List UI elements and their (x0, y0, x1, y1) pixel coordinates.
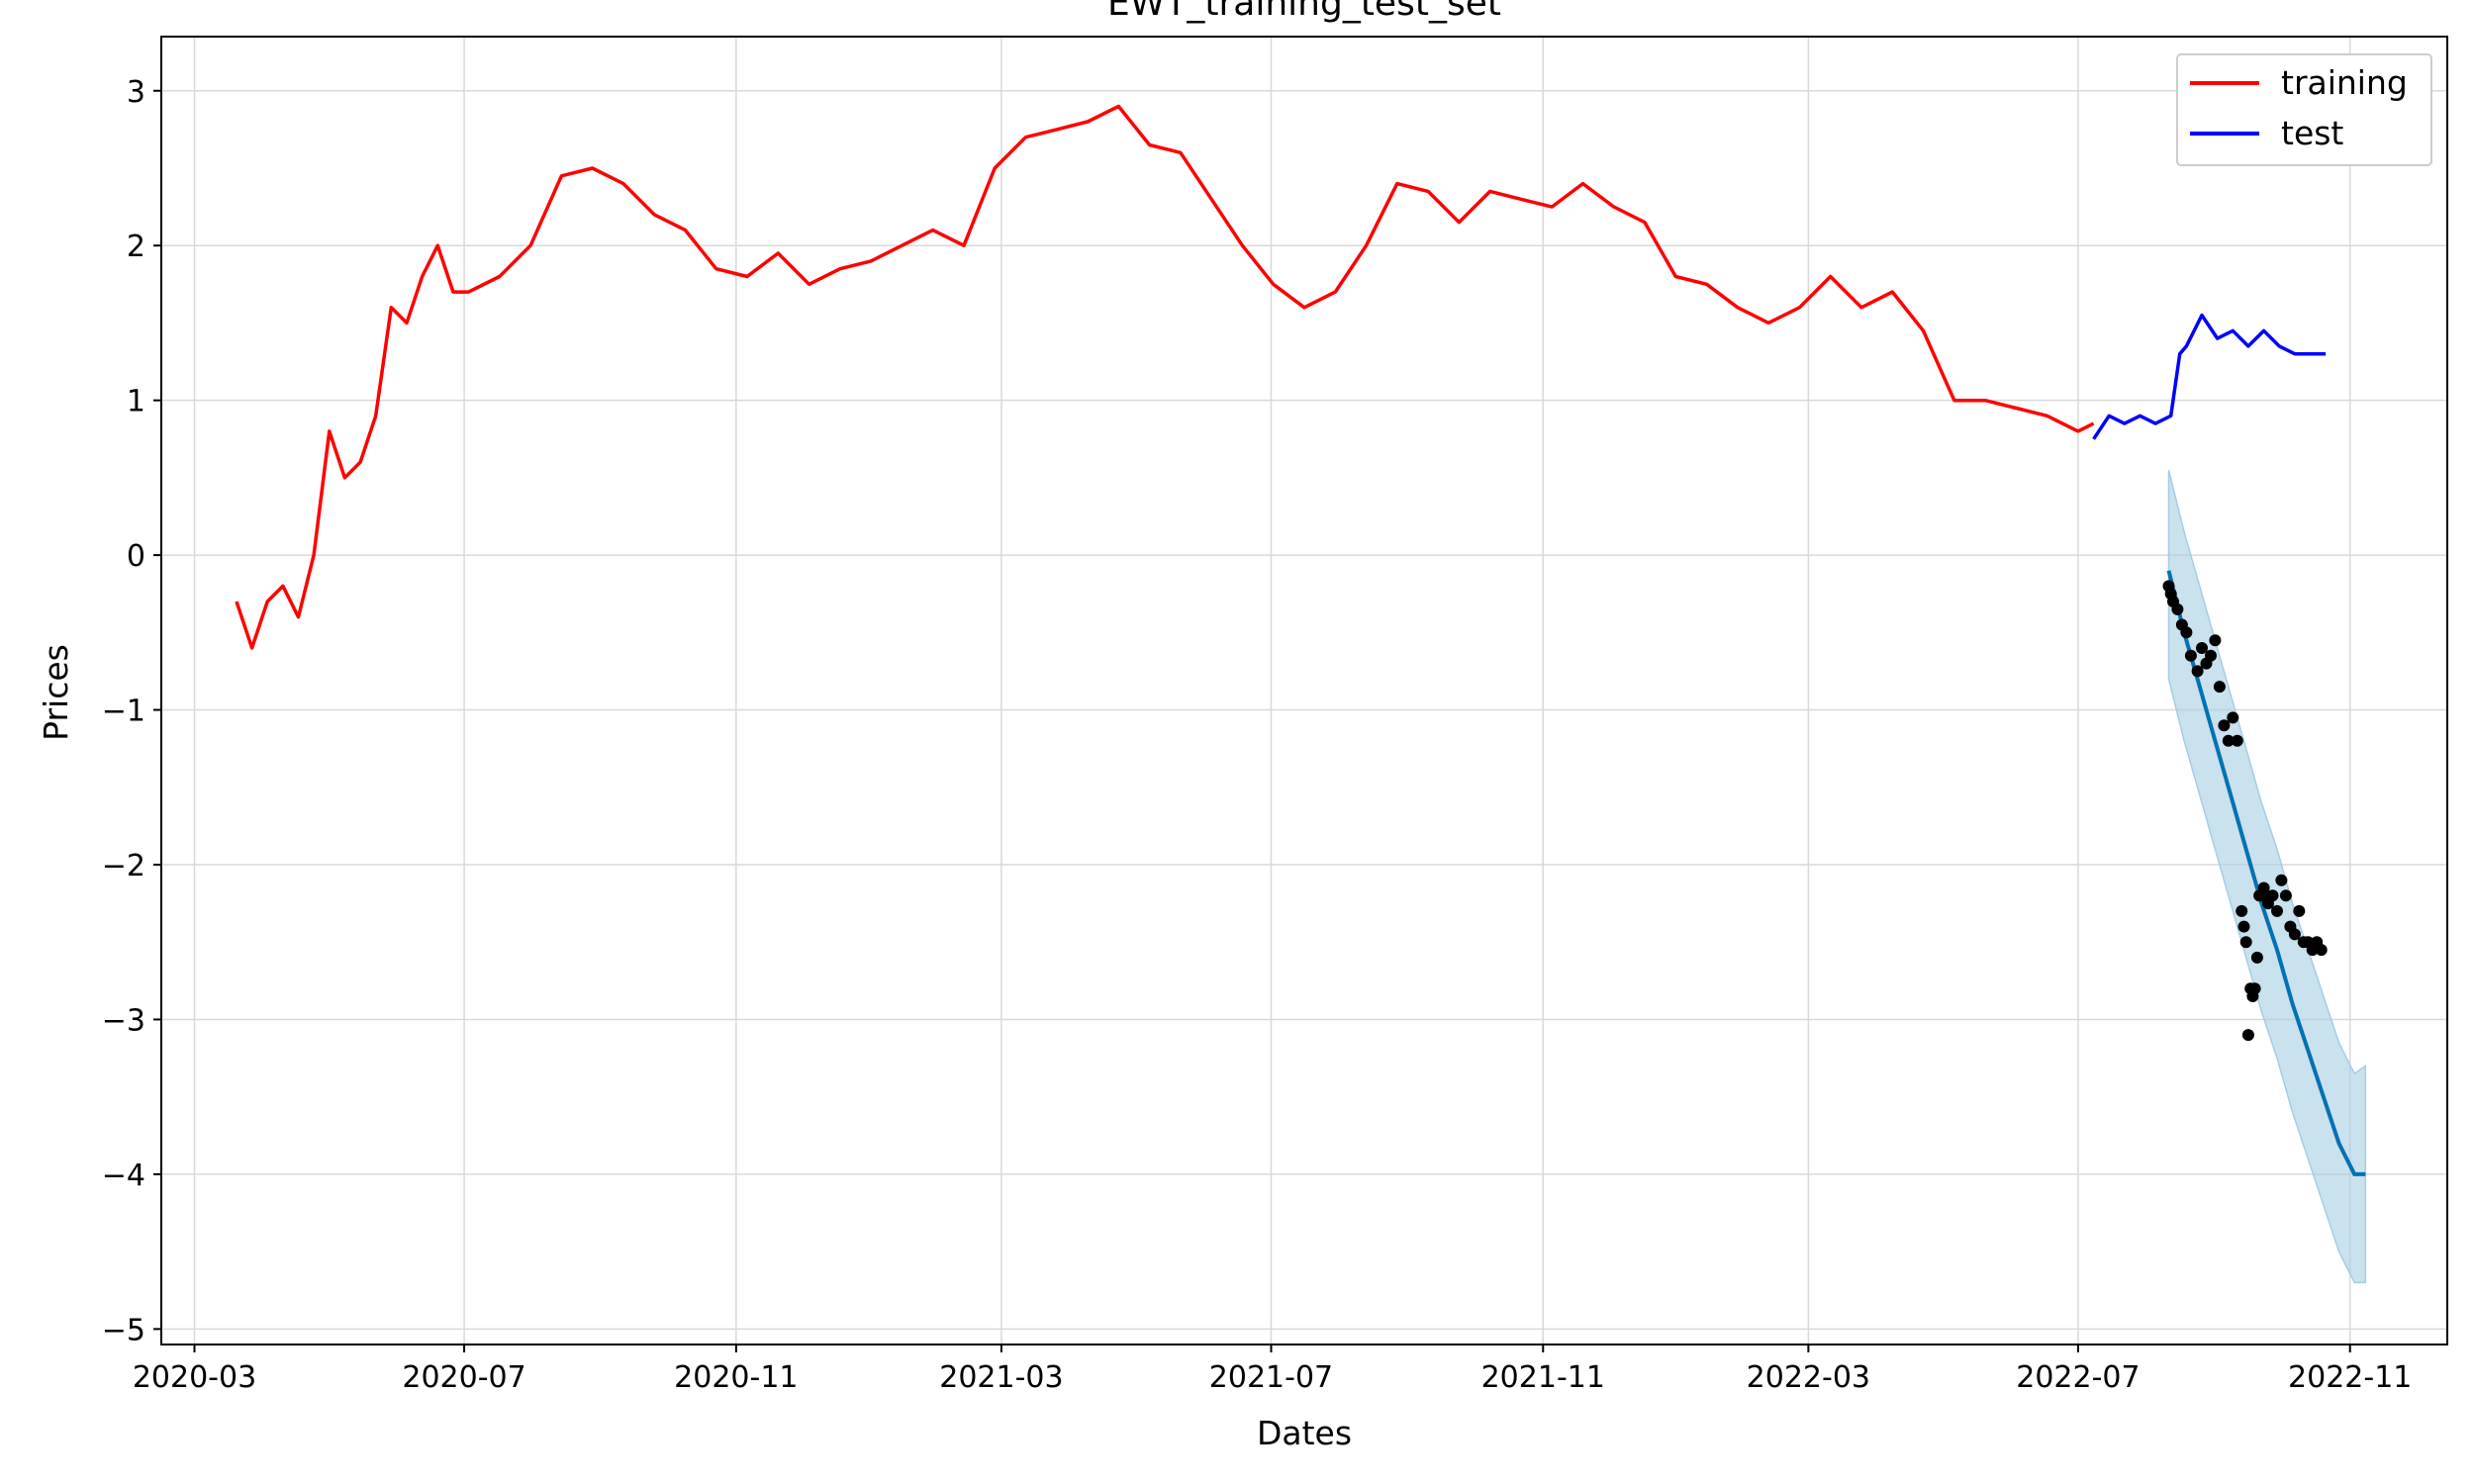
x-tick-label: 2022-11 (2288, 1360, 2412, 1395)
observed-point (2257, 881, 2270, 894)
forecast-interval-band (2167, 469, 2367, 1284)
observed-point (2266, 889, 2279, 902)
x-axis: 2020-03 2020-07 2020-11 2021-03 2021-07 2021-… (133, 1345, 2412, 1395)
observed-point (2184, 649, 2197, 662)
legend-test-label: test (2281, 114, 2343, 152)
observed-point (2315, 944, 2328, 957)
grid (161, 37, 2447, 1345)
plot-area (235, 104, 2367, 1284)
observed-point (2222, 734, 2235, 747)
y-tick-label: 1 (127, 385, 145, 419)
x-tick-label: 2022-07 (2016, 1360, 2140, 1395)
x-tick-label: 2020-11 (674, 1360, 798, 1395)
x-tick-label: 2022-03 (1747, 1360, 1870, 1395)
x-axis-label: Dates (1257, 1414, 1352, 1452)
observed-point (2213, 681, 2226, 694)
y-axis: 3 2 1 0 −1 −2 −3 −4 −5 (102, 75, 161, 1347)
y-tick-label: 3 (127, 75, 145, 110)
observed-point (2241, 1029, 2254, 1042)
plot-frame (160, 36, 2448, 1345)
y-tick-label: −1 (102, 695, 145, 729)
observed-point (2227, 711, 2239, 724)
observed-point (2205, 649, 2217, 662)
legend-training-label: training (2281, 63, 2408, 102)
observed-point (2279, 889, 2292, 902)
forecast-line (2166, 570, 2366, 1176)
series-line-test (2092, 313, 2327, 440)
observed-point (2218, 719, 2231, 732)
observed-point (2196, 642, 2208, 654)
x-tick-label: 2021-07 (1209, 1360, 1333, 1395)
observed-point (2248, 982, 2261, 995)
observed-point (2239, 936, 2252, 949)
x-tick-label: 2021-11 (1481, 1360, 1605, 1395)
observed-point (2271, 904, 2283, 917)
observed-point (2250, 951, 2263, 964)
legend: training test (2176, 53, 2432, 166)
observed-point (2293, 904, 2306, 917)
chart-title: EWT_training_test_set (1107, 0, 1501, 24)
observed-point (2275, 874, 2288, 886)
observed-point (2236, 904, 2248, 917)
y-axis-label: Prices (37, 644, 75, 741)
y-tick-label: −2 (102, 849, 145, 883)
observed-point (2288, 928, 2301, 941)
observed-point (2191, 665, 2204, 678)
y-tick-label: −5 (102, 1313, 145, 1347)
observed-point (2231, 734, 2243, 747)
x-tick-label: 2021-03 (939, 1360, 1063, 1395)
observed-point (2237, 920, 2250, 933)
y-tick-label: 2 (127, 230, 145, 264)
observed-point (2180, 626, 2193, 639)
x-tick-label: 2020-07 (402, 1360, 525, 1395)
observed-point (2171, 603, 2184, 615)
observed-point (2209, 634, 2222, 647)
x-tick-label: 2020-03 (133, 1360, 256, 1395)
y-tick-label: −4 (102, 1159, 145, 1193)
y-tick-label: 0 (127, 539, 145, 574)
y-tick-label: −3 (102, 1003, 145, 1038)
series-line-training (235, 104, 2095, 650)
